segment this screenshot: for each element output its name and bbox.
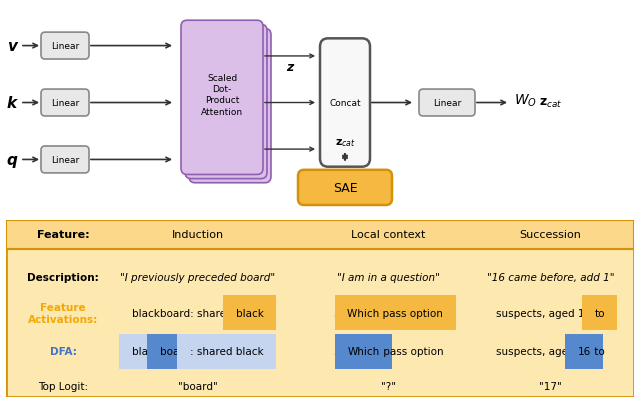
FancyBboxPatch shape — [185, 25, 267, 179]
Text: z: z — [286, 61, 294, 74]
Text: "?": "?" — [381, 381, 396, 391]
FancyBboxPatch shape — [320, 39, 370, 167]
Text: v: v — [7, 39, 17, 54]
Text: "I previously preceded board": "I previously preceded board" — [120, 273, 275, 283]
Text: Which pass option: Which pass option — [348, 308, 443, 318]
Text: k: k — [7, 96, 17, 111]
Text: : shared black: : shared black — [189, 346, 264, 356]
Text: Succession: Succession — [520, 230, 581, 240]
FancyBboxPatch shape — [419, 90, 475, 117]
Text: Linear: Linear — [433, 99, 461, 108]
Text: "I am in a question": "I am in a question" — [337, 273, 440, 283]
Text: Linear: Linear — [51, 156, 79, 164]
Text: to: to — [594, 308, 605, 318]
FancyBboxPatch shape — [41, 90, 89, 117]
Text: $\mathbf{z}_{cat}$: $\mathbf{z}_{cat}$ — [335, 137, 355, 148]
Text: "board": "board" — [178, 381, 218, 391]
FancyBboxPatch shape — [6, 221, 634, 249]
FancyBboxPatch shape — [6, 221, 634, 397]
FancyBboxPatch shape — [189, 29, 271, 183]
Text: Which: Which — [348, 346, 380, 356]
Text: q: q — [6, 152, 17, 168]
Text: to: to — [591, 346, 605, 356]
Text: 3.: 3. — [334, 308, 348, 318]
Text: suspects, aged 16: suspects, aged 16 — [496, 308, 594, 318]
FancyBboxPatch shape — [41, 147, 89, 174]
Text: Induction: Induction — [172, 230, 223, 240]
Text: board: board — [159, 346, 189, 356]
Text: Feature:: Feature: — [37, 230, 90, 240]
Text: "17": "17" — [539, 381, 562, 391]
Text: $\mathbf{z}_{cat}$: $\mathbf{z}_{cat}$ — [539, 97, 563, 110]
Text: black: black — [236, 308, 264, 318]
Text: suspects, aged: suspects, aged — [496, 346, 578, 356]
Text: Local context: Local context — [351, 230, 426, 240]
Text: "16 came before, add 1": "16 came before, add 1" — [486, 273, 614, 283]
Text: DFA:: DFA: — [50, 346, 77, 356]
Text: $W_O$: $W_O$ — [514, 92, 537, 108]
Text: blackboard: shared: blackboard: shared — [132, 308, 236, 318]
Text: 16: 16 — [578, 346, 591, 356]
Text: Concat: Concat — [329, 99, 361, 108]
Text: Description:: Description: — [28, 273, 99, 283]
Text: Linear: Linear — [51, 99, 79, 108]
Text: Linear: Linear — [51, 42, 79, 51]
Text: Scaled
Dot-
Product
Attention: Scaled Dot- Product Attention — [201, 73, 243, 117]
FancyBboxPatch shape — [41, 33, 89, 60]
Text: black: black — [132, 346, 159, 356]
Text: Feature
Activations:: Feature Activations: — [28, 302, 99, 324]
FancyBboxPatch shape — [298, 170, 392, 205]
Text: pass option: pass option — [380, 346, 443, 356]
Text: Top Logit:: Top Logit: — [38, 381, 88, 391]
FancyBboxPatch shape — [181, 21, 263, 175]
Text: 3.: 3. — [334, 346, 348, 356]
Text: SAE: SAE — [333, 181, 357, 194]
